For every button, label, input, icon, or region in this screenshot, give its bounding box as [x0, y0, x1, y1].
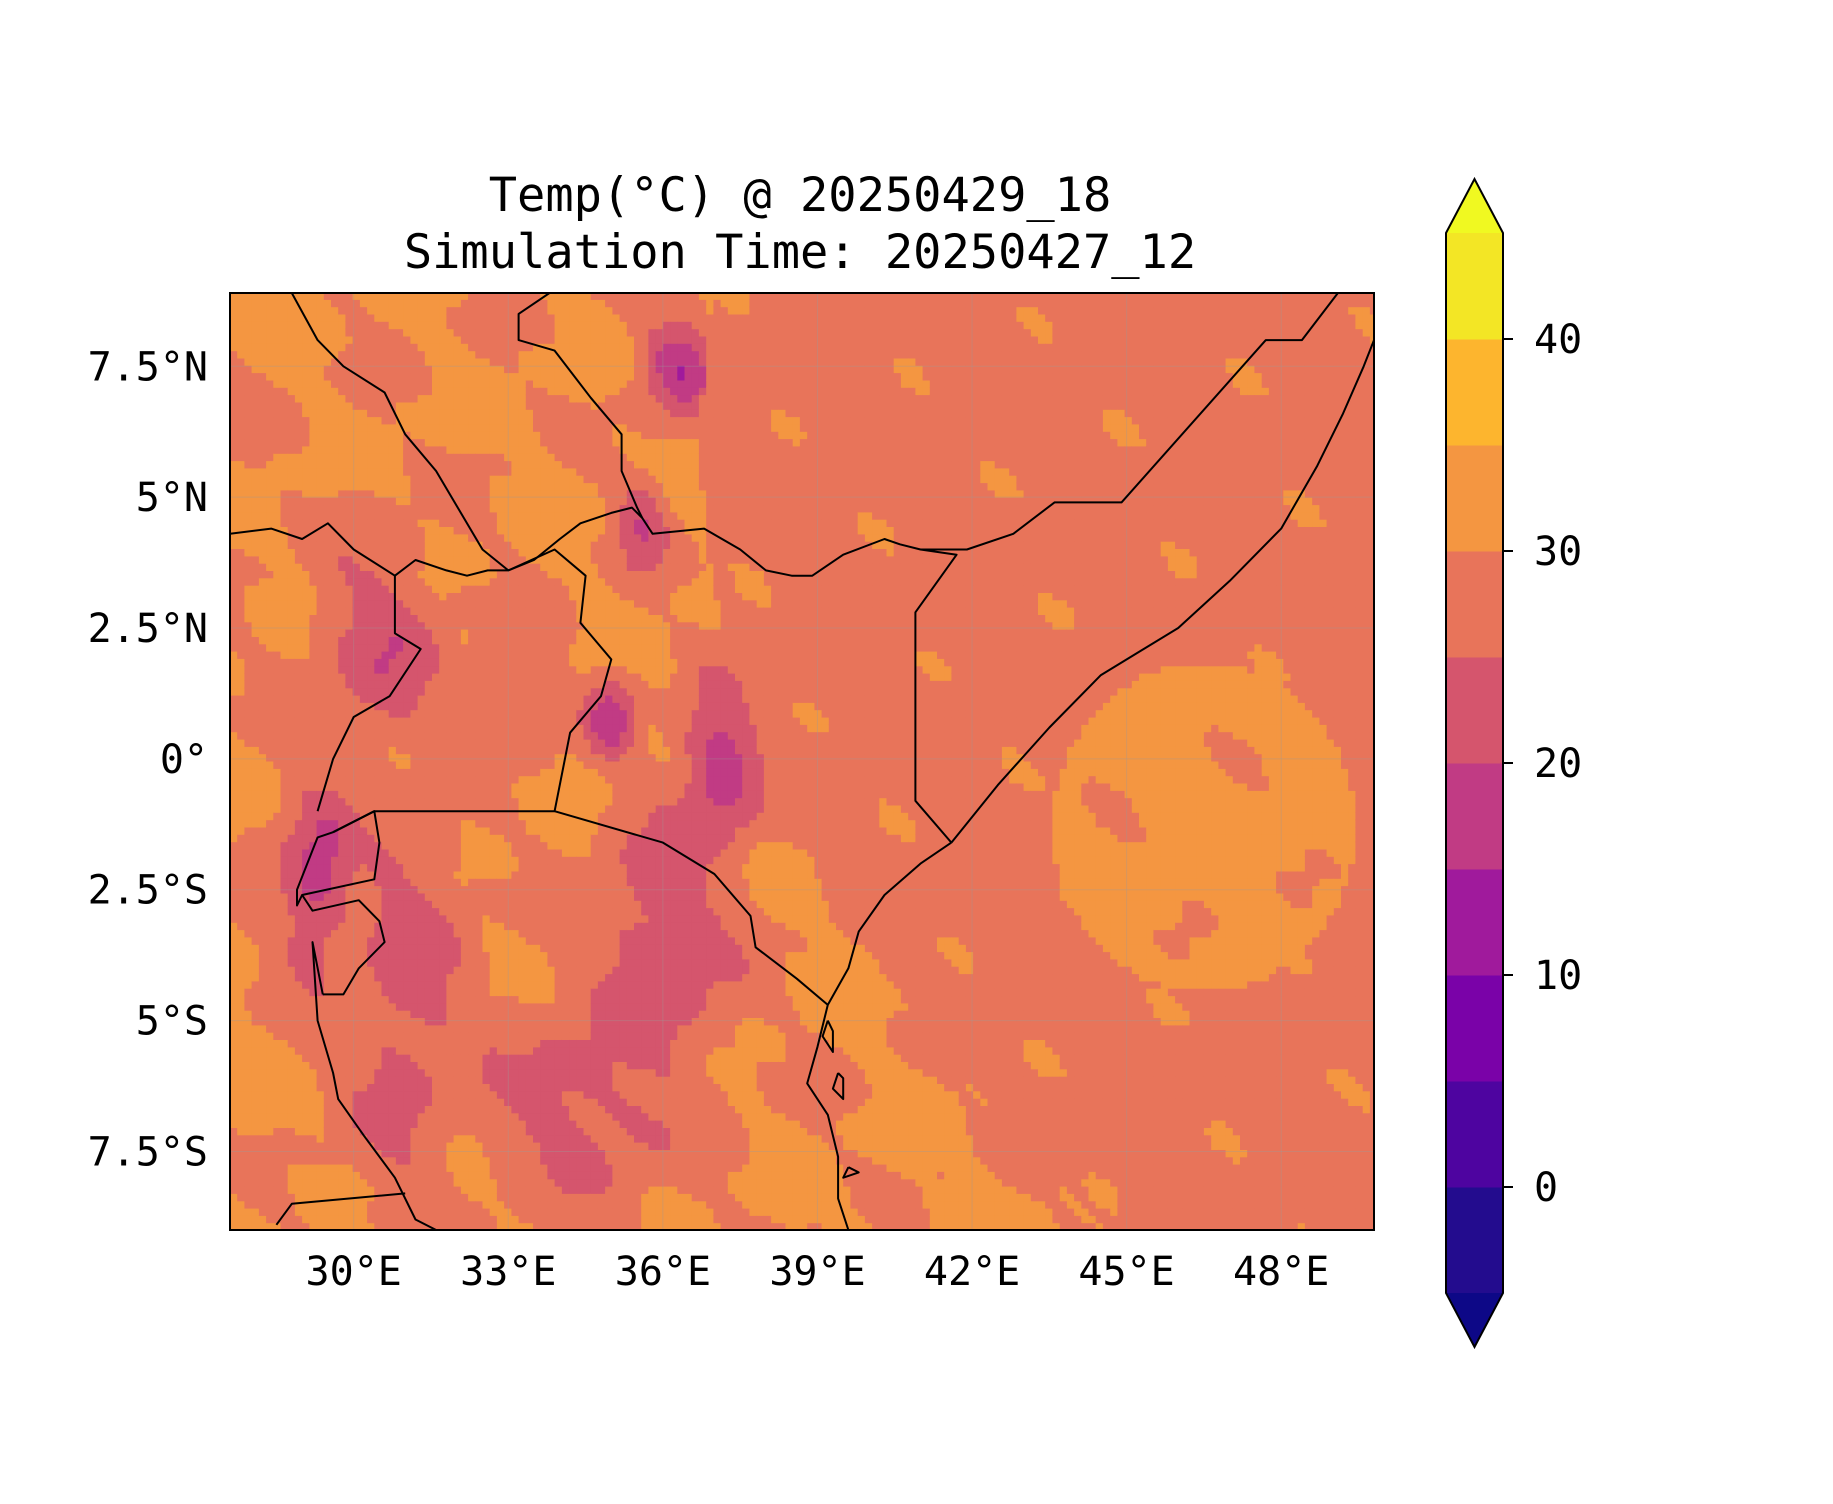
colorbar-tick-label: 20 — [1534, 741, 1582, 787]
colorbar-segment — [1446, 869, 1503, 976]
y-tick-label: 2.5°S — [88, 868, 208, 914]
chart-title-line1: Temp(°C) @ 20250429_18 — [489, 168, 1112, 223]
y-tick-label: 0° — [160, 737, 208, 783]
y-tick-label: 2.5°N — [88, 606, 208, 652]
colorbar-segment — [1446, 339, 1503, 446]
colorbar-segment — [1446, 657, 1503, 764]
y-tick-label: 5°S — [136, 999, 208, 1045]
colorbar-segment — [1446, 975, 1503, 1082]
x-tick-label: 30°E — [306, 1249, 402, 1295]
colorbar-tick-label: 0 — [1534, 1165, 1558, 1211]
x-tick-label: 33°E — [460, 1249, 556, 1295]
y-tick-label: 5°N — [136, 475, 208, 521]
colorbar-segment — [1446, 233, 1503, 340]
colorbar-over-arrow — [1446, 179, 1503, 233]
x-axis: 30°E 33°E 36°E 39°E 42°E 45°E 48°E — [306, 1249, 1330, 1295]
colorbar-under-arrow — [1446, 1293, 1503, 1347]
colorbar-segment — [1446, 551, 1503, 658]
x-tick-label: 45°E — [1078, 1249, 1174, 1295]
map-panel — [230, 292, 1378, 1231]
y-axis: 7.5°N 5°N 2.5°N 0° 2.5°S 5°S 7.5°S — [88, 344, 208, 1175]
colorbar-tick-label: 30 — [1534, 529, 1582, 575]
x-tick-label: 39°E — [769, 1249, 865, 1295]
x-tick-label: 42°E — [924, 1249, 1020, 1295]
temperature-field — [230, 292, 1378, 1231]
x-tick-label: 36°E — [615, 1249, 711, 1295]
chart-title-line2: Simulation Time: 20250427_12 — [404, 225, 1196, 280]
x-tick-label: 48°E — [1233, 1249, 1329, 1295]
colorbar-segment — [1446, 763, 1503, 870]
colorbar-segment — [1446, 445, 1503, 552]
y-tick-label: 7.5°N — [88, 344, 208, 390]
y-tick-label: 7.5°S — [88, 1130, 208, 1176]
colorbar-tick-label: 40 — [1534, 317, 1582, 363]
colorbar: 0 10 20 30 40 — [1446, 179, 1582, 1347]
colorbar-segment — [1446, 1187, 1503, 1294]
colorbar-segment — [1446, 1081, 1503, 1188]
colorbar-tick-label: 10 — [1534, 953, 1582, 999]
